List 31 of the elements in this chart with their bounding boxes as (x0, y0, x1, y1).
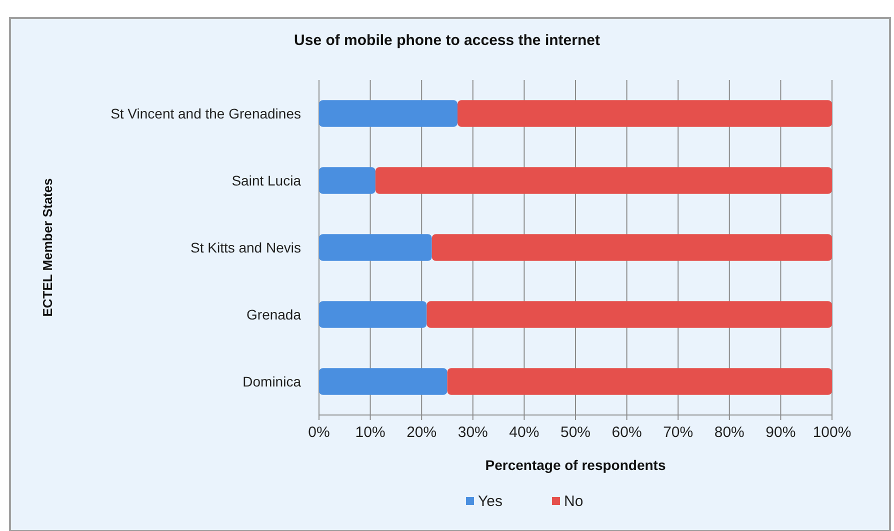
bar (319, 234, 432, 261)
bar (447, 368, 832, 395)
legend-label: Yes (478, 493, 502, 510)
x-tick-label: 70% (663, 424, 694, 441)
y-tick-label: Grenada (246, 306, 302, 322)
x-tick-label: 50% (560, 424, 591, 441)
y-axis-title: ECTEL Member States (40, 178, 55, 317)
bar (458, 100, 832, 127)
x-tick-label: 20% (406, 424, 437, 441)
y-tick-label: St Kitts and Nevis (190, 240, 301, 256)
y-tick-label: St Vincent and the Grenadines (110, 106, 301, 122)
x-tick-label: 40% (509, 424, 540, 441)
bar (319, 100, 458, 127)
x-axis-title: Percentage of respondents (485, 457, 666, 473)
chart-title: Use of mobile phone to access the internet (294, 32, 600, 49)
x-tick-label: 30% (458, 424, 488, 441)
x-tick-label: 100% (812, 424, 852, 441)
x-tick-label: 0% (308, 424, 330, 441)
x-tick-label: 10% (355, 424, 386, 441)
y-tick-label: Saint Lucia (232, 172, 302, 188)
x-tick-label: 80% (714, 424, 744, 441)
bar (319, 301, 427, 328)
bar (426, 301, 832, 328)
bar (432, 234, 832, 261)
bar (375, 167, 832, 194)
y-tick-label: Dominica (242, 374, 302, 390)
legend-label: No (564, 493, 584, 510)
bar (319, 368, 448, 395)
x-tick-label: 60% (612, 424, 642, 441)
x-tick-label: 90% (766, 424, 796, 441)
bar (319, 167, 376, 194)
